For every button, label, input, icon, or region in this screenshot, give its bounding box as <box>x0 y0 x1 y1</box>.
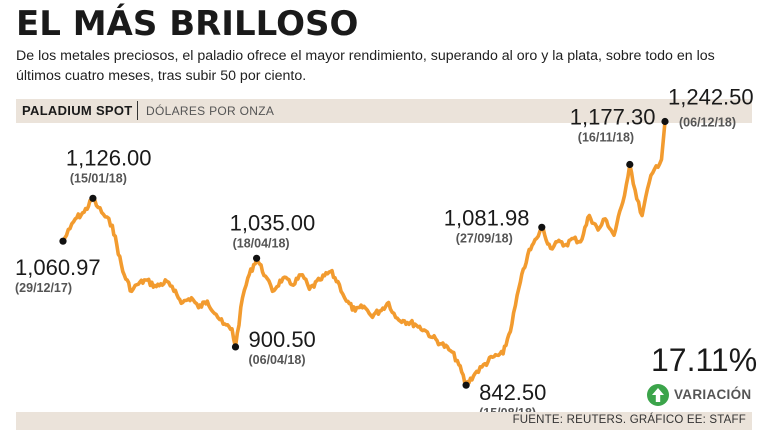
footer-band: FUENTE: REUTERS. GRÁFICO EE: STAFF <box>16 412 752 430</box>
annotation-date: (06/04/18) <box>249 353 306 367</box>
annotation-value: 842.50 <box>479 380 546 405</box>
unit-label: DÓLARES POR ONZA <box>146 104 275 118</box>
annotation-date: (15/01/18) <box>70 171 127 185</box>
chart-title: EL MÁS BRILLOSO <box>16 4 359 44</box>
annotation-date: (06/12/18) <box>679 116 736 130</box>
series-label: PALADIUM SPOT <box>22 103 133 118</box>
change-value: 17.11% <box>651 342 758 378</box>
annotation-value: 900.50 <box>249 327 316 352</box>
point-marker <box>626 160 634 169</box>
point-marker <box>538 223 546 231</box>
point-marker <box>661 117 669 126</box>
annotation-value: 1,035.00 <box>230 210 316 235</box>
annotation-value: 1,242.50 <box>668 85 754 110</box>
point-marker <box>89 194 97 202</box>
point-marker <box>59 237 67 245</box>
arrow-up-icon <box>647 384 669 406</box>
annotation-date: (16/11/18) <box>578 131 634 145</box>
change-label: VARIACIÓN <box>674 387 752 402</box>
point-marker <box>231 343 240 351</box>
point-marker <box>462 381 470 389</box>
series-header-band: PALADIUM SPOT DÓLARES POR ONZA <box>16 99 752 123</box>
annotation-date: (18/04/18) <box>233 236 290 250</box>
annotation-value: 1,126.00 <box>66 145 152 170</box>
annotation-date: (29/12/17) <box>15 281 72 295</box>
price-line <box>61 119 667 387</box>
chart-subtitle: De los metales preciosos, el paladio ofr… <box>16 48 715 84</box>
point-marker <box>253 254 261 262</box>
source-credit: FUENTE: REUTERS. GRÁFICO EE: STAFF <box>512 414 746 426</box>
header-divider <box>137 101 138 120</box>
annotation-value: 1,177.30 <box>570 105 656 130</box>
annotation-value: 1,060.97 <box>15 255 101 280</box>
annotation-date: (27/09/18) <box>456 231 513 245</box>
annotation-value: 1,081.98 <box>444 205 530 230</box>
